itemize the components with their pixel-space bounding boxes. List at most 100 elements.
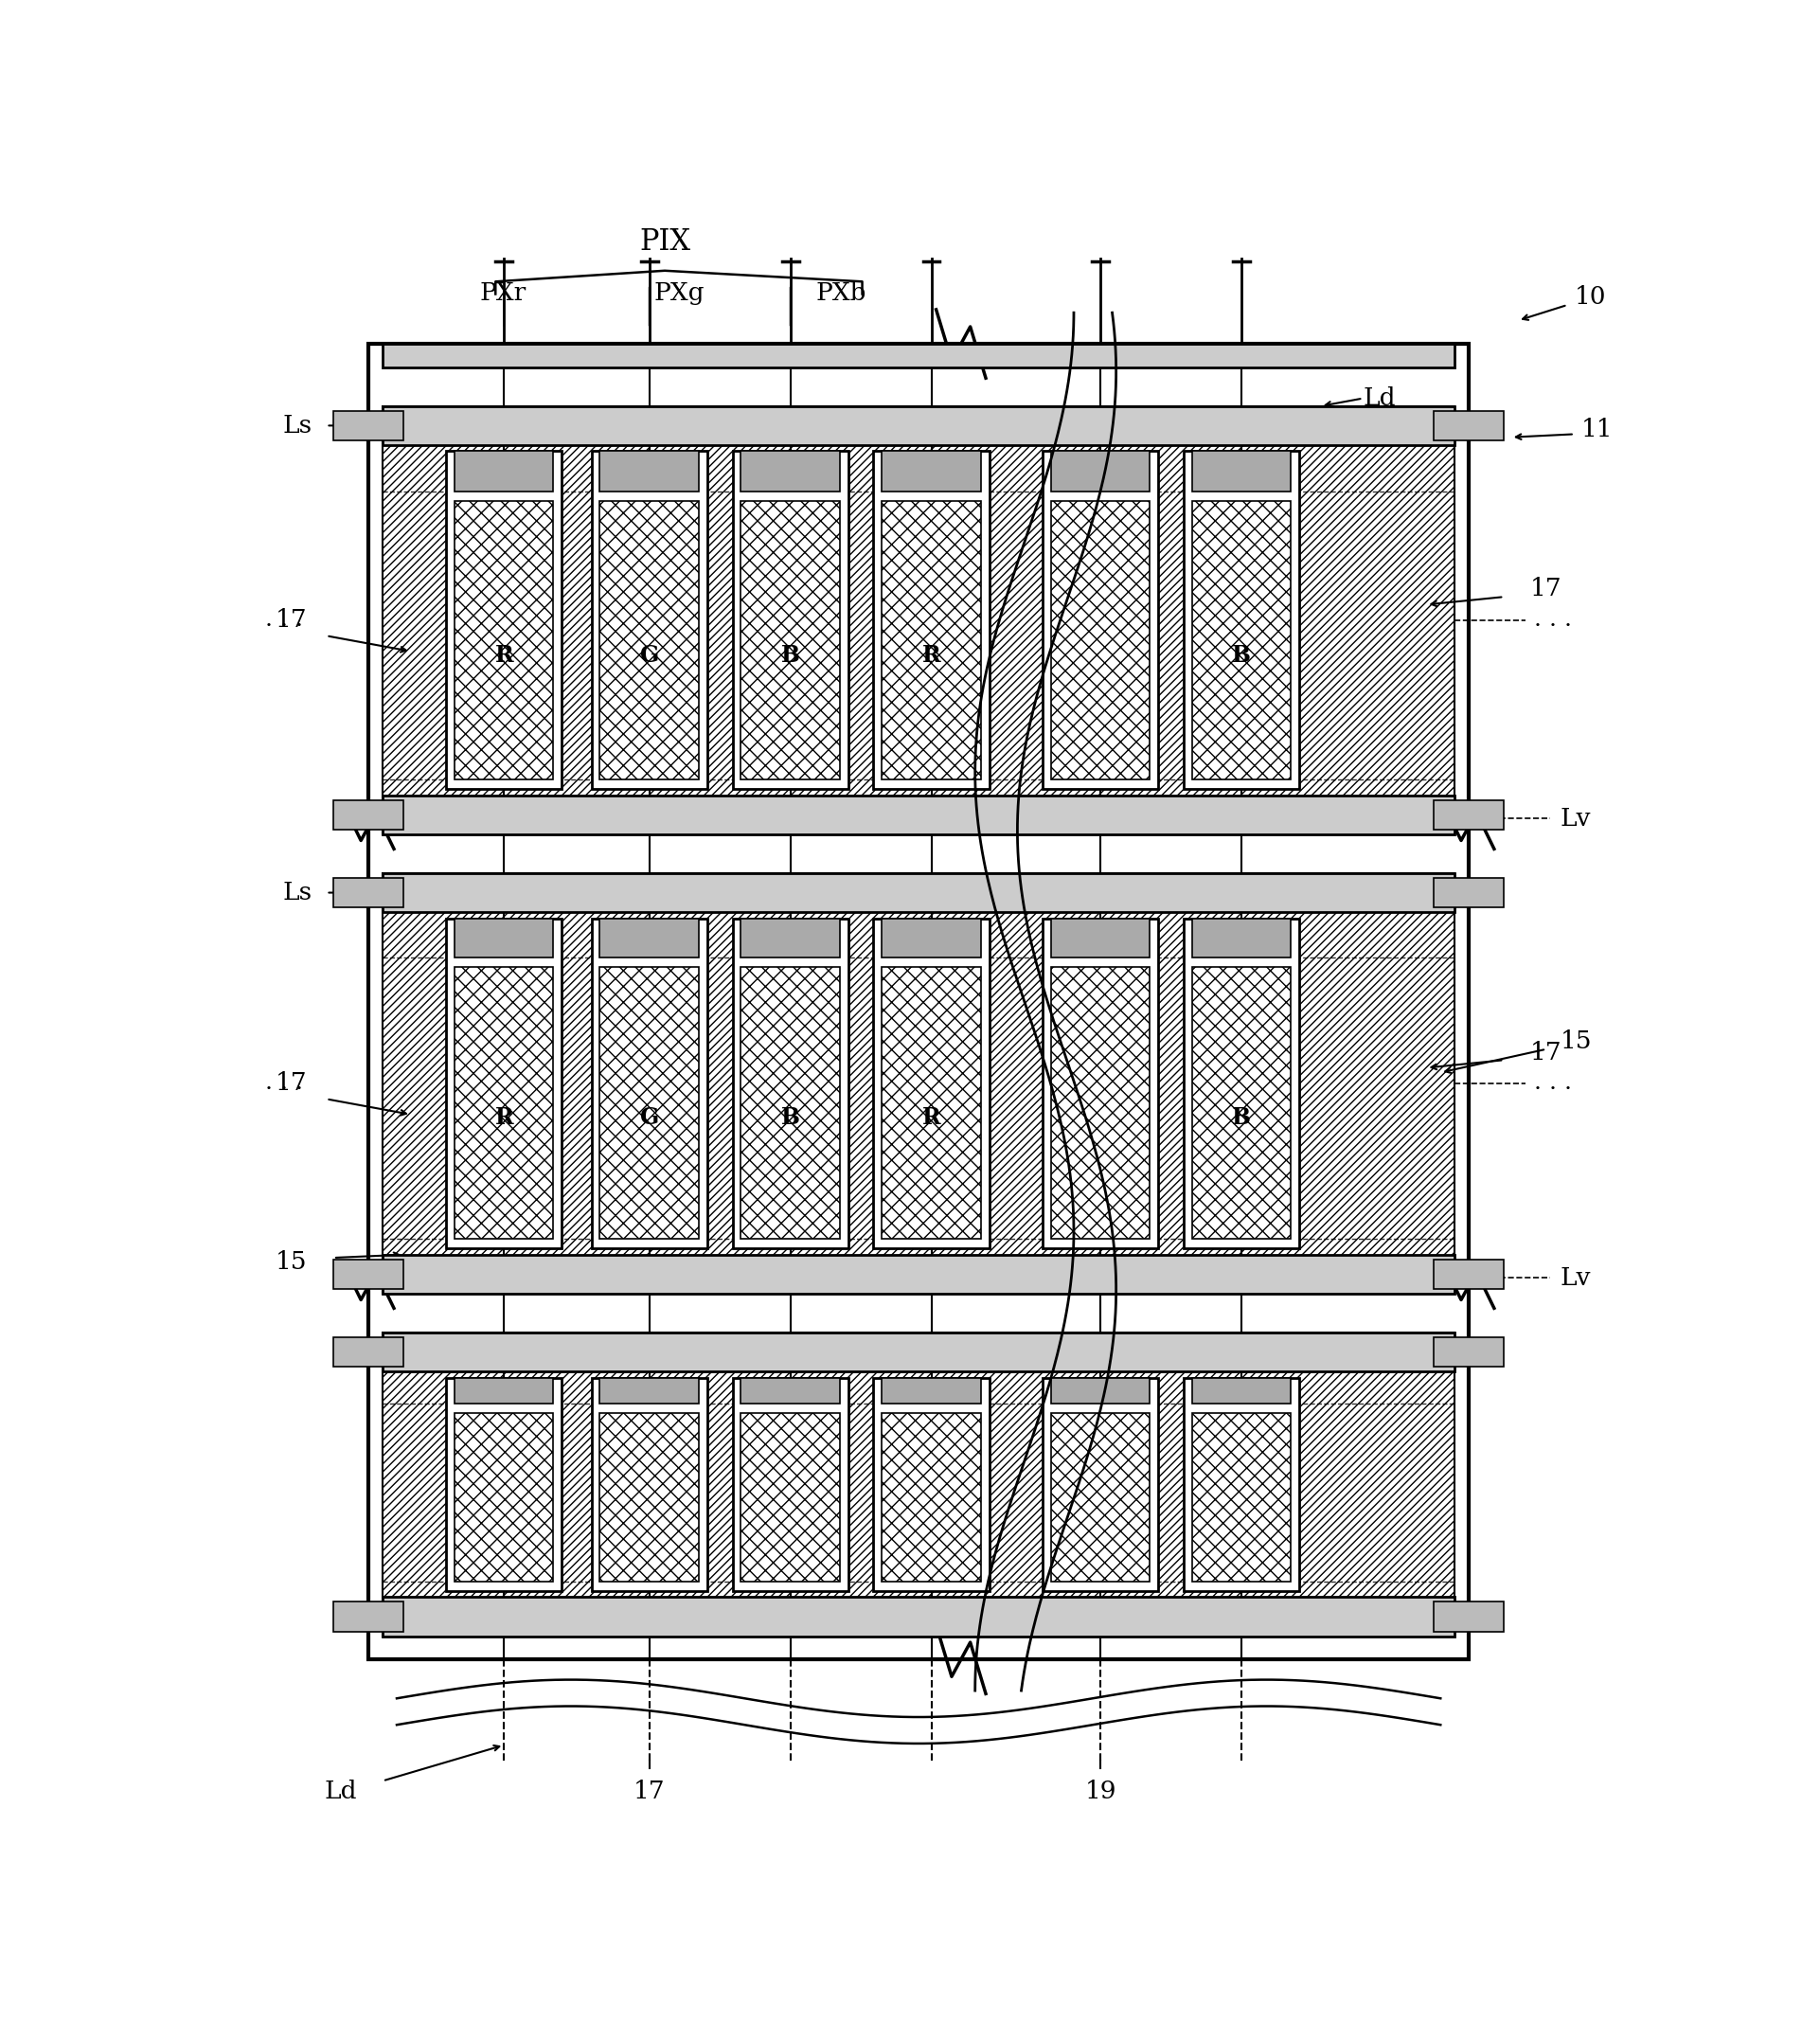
Text: R: R (495, 643, 513, 667)
Bar (1192, 1413, 1290, 1581)
Bar (382, 874, 1454, 1294)
Bar (883, 451, 981, 491)
Bar (1434, 410, 1503, 441)
Bar (601, 967, 699, 1239)
Bar (874, 1377, 990, 1591)
Text: . . .: . . . (266, 1072, 302, 1094)
Bar (741, 451, 839, 491)
Bar (1434, 1337, 1503, 1367)
Bar (455, 967, 553, 1239)
Bar (601, 918, 699, 958)
Bar (883, 1413, 981, 1581)
Bar (333, 801, 404, 829)
Text: R: R (923, 1106, 941, 1128)
Bar (1183, 451, 1299, 789)
Bar (1043, 451, 1158, 789)
Bar (1192, 918, 1290, 958)
Bar (741, 1377, 839, 1403)
Bar (741, 1413, 839, 1581)
Text: Ls: Ls (282, 882, 313, 904)
Text: PIX: PIX (639, 226, 690, 257)
Bar (382, 1332, 1454, 1636)
Bar (455, 918, 553, 958)
Bar (1434, 1601, 1503, 1632)
Bar (883, 918, 981, 958)
Bar (1192, 1377, 1290, 1403)
Bar (741, 918, 839, 958)
Text: 15: 15 (275, 1250, 308, 1274)
Text: R: R (495, 1106, 513, 1128)
Bar (883, 1377, 981, 1403)
Bar (382, 1597, 1454, 1636)
Bar (1192, 967, 1290, 1239)
Bar (874, 918, 990, 1248)
Bar (1192, 451, 1290, 491)
Bar (741, 501, 839, 780)
Bar (446, 451, 562, 789)
Text: PXr: PXr (479, 281, 526, 305)
Bar (601, 1377, 699, 1403)
Bar (592, 451, 706, 789)
Bar (1052, 1377, 1150, 1403)
Bar (601, 451, 699, 491)
Text: 15: 15 (1560, 1029, 1592, 1053)
Bar (1183, 918, 1299, 1248)
Text: Ld: Ld (1363, 386, 1396, 410)
Bar (732, 451, 848, 789)
Text: B: B (781, 1106, 799, 1128)
Bar (1052, 1413, 1150, 1581)
Bar (382, 344, 1454, 368)
Text: B: B (1232, 643, 1250, 667)
Text: 17: 17 (275, 609, 308, 633)
Bar (333, 1337, 404, 1367)
Bar (333, 1601, 404, 1632)
Bar (592, 918, 706, 1248)
Bar (455, 501, 553, 780)
Text: PXb: PXb (815, 281, 866, 305)
Text: 10: 10 (1574, 285, 1607, 309)
Bar (333, 410, 404, 441)
Bar (1434, 801, 1503, 829)
Bar (1052, 451, 1150, 491)
Bar (592, 1377, 706, 1591)
Text: Lv: Lv (1560, 807, 1591, 831)
Bar (446, 1377, 562, 1591)
Bar (1043, 918, 1158, 1248)
Bar (446, 918, 562, 1248)
Bar (455, 451, 553, 491)
Bar (382, 1254, 1454, 1294)
Bar (1043, 1377, 1158, 1591)
Text: 17: 17 (1531, 576, 1562, 601)
Bar (455, 1377, 553, 1403)
Bar (883, 967, 981, 1239)
Bar (455, 1413, 553, 1581)
Text: PXg: PXg (653, 281, 704, 305)
Text: 17: 17 (633, 1779, 664, 1804)
Text: G: G (639, 1106, 659, 1128)
Bar (1183, 1377, 1299, 1591)
Bar (601, 1413, 699, 1581)
Text: . . .: . . . (1534, 1072, 1572, 1094)
Bar (1434, 878, 1503, 908)
Bar (1052, 967, 1150, 1239)
Bar (382, 874, 1454, 912)
Bar (382, 795, 1454, 835)
Text: B: B (1232, 1106, 1250, 1128)
Text: R: R (923, 643, 941, 667)
Bar (1052, 501, 1150, 780)
Bar (369, 344, 1469, 1660)
Text: B: B (781, 643, 799, 667)
Text: . . .: . . . (1534, 609, 1572, 631)
Text: G: G (639, 643, 659, 667)
Bar (601, 501, 699, 780)
Text: Lv: Lv (1560, 1266, 1591, 1290)
Text: Ld: Ld (324, 1779, 357, 1804)
Text: 11: 11 (1582, 419, 1613, 441)
Bar (741, 967, 839, 1239)
Text: Ls: Ls (282, 415, 313, 437)
Bar (382, 406, 1454, 835)
Bar (333, 1260, 404, 1288)
Text: . . .: . . . (266, 609, 302, 631)
Text: 17: 17 (275, 1072, 308, 1096)
Bar (333, 878, 404, 908)
